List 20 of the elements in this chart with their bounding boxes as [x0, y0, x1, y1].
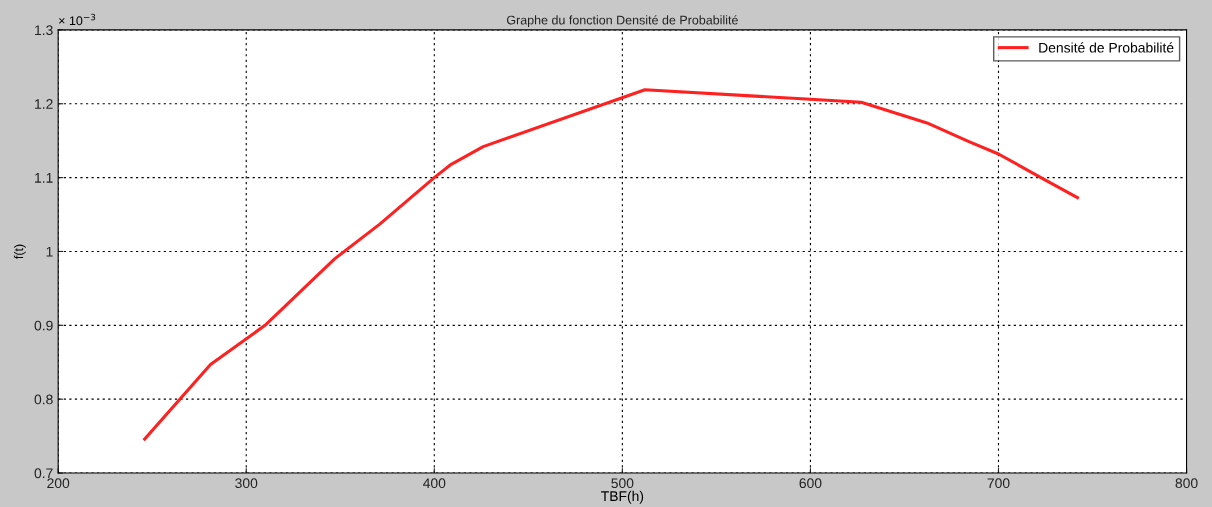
x-tick-label: 200	[47, 478, 70, 489]
x-tick-label: 400	[423, 478, 446, 489]
y-tick-label: 1.1	[35, 173, 53, 183]
y-tick-label: 1.3	[35, 25, 53, 36]
x-tick-label: 700	[987, 478, 1010, 489]
y-tick-label: 0.7	[34, 468, 53, 479]
x-tick-label: 300	[235, 478, 258, 489]
y-tick-label: 0.8	[34, 394, 53, 405]
y-tick-label: 0.9	[34, 320, 53, 331]
chart-title: Graphe du fonction Densité de Probabilité	[506, 15, 738, 27]
y-axis-title: f(t)	[14, 244, 26, 259]
x-tick-label: 600	[799, 478, 822, 489]
x-axis-title: TBF(h)	[601, 490, 644, 504]
x-tick-label: 500	[611, 478, 634, 489]
y-tick-label: 1	[46, 246, 53, 257]
line-series	[143, 88, 1079, 441]
legend-label: Densité de Probabilité	[1039, 42, 1174, 53]
x-tick-label: 800	[1175, 478, 1198, 489]
y-tick-label: 1.2	[35, 99, 53, 109]
text: × 10$^{−3}$	[59, 13, 96, 26]
